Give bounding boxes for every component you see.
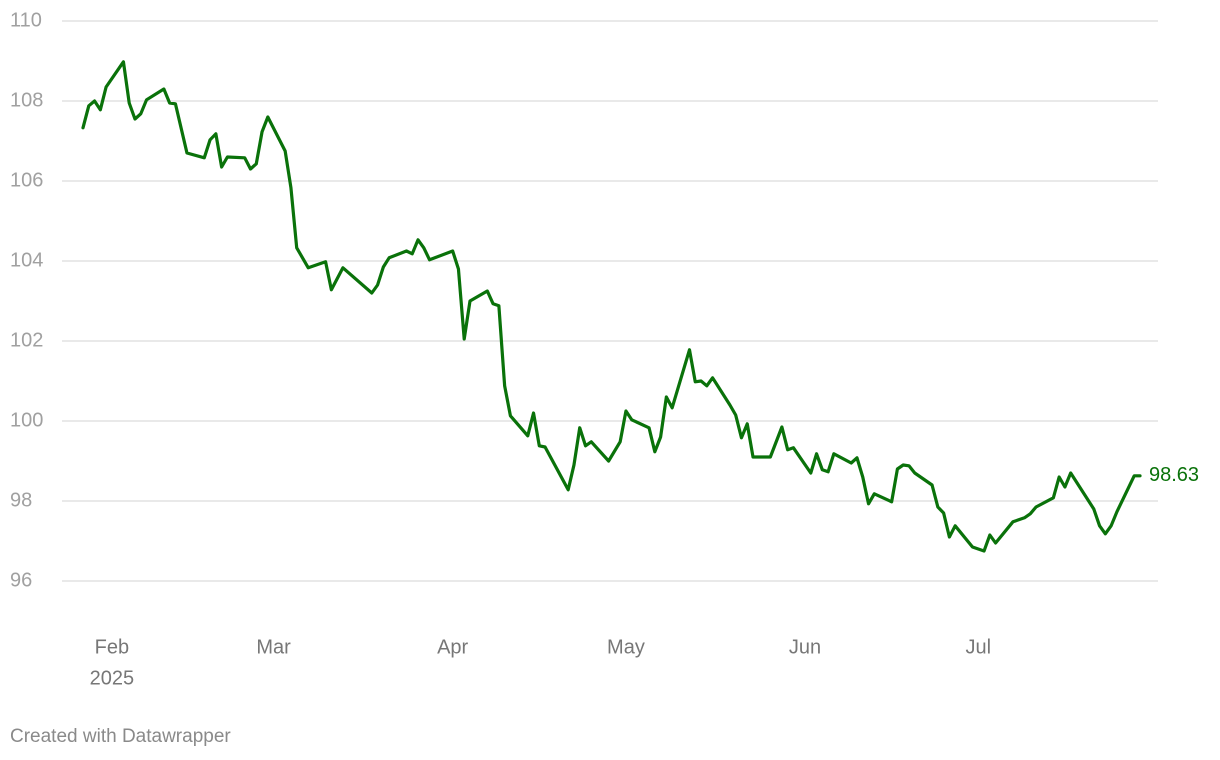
x-tick-label: Mar (256, 636, 291, 658)
y-tick-label: 100 (10, 409, 43, 431)
data-line (81, 60, 1142, 553)
y-tick-label: 106 (10, 169, 43, 191)
x-tick-label: Feb (95, 636, 129, 658)
x-tick-label: May (607, 636, 645, 658)
source-note: Created with Datawrapper (10, 726, 231, 747)
y-tick-label: 98 (10, 489, 32, 511)
y-tick-label: 104 (10, 249, 43, 271)
y-tick-label: 102 (10, 329, 43, 351)
x-tick-label: 2025 (90, 667, 135, 689)
y-tick-label: 110 (10, 9, 42, 31)
end-value-label: 98.63 (1149, 464, 1199, 486)
x-tick-label: Jul (965, 636, 991, 658)
y-tick-label: 96 (10, 569, 32, 591)
x-tick-label: Apr (437, 636, 468, 658)
y-tick-label: 108 (10, 89, 43, 111)
x-tick-label: Jun (789, 636, 821, 658)
